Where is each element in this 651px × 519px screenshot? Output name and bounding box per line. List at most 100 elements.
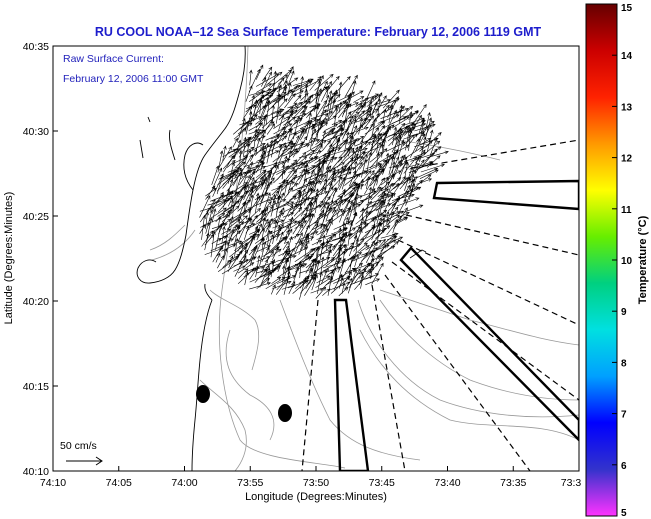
current-vector xyxy=(293,94,302,104)
current-vector xyxy=(265,99,271,126)
current-vector xyxy=(360,123,375,143)
beam-line xyxy=(371,284,406,471)
current-vector xyxy=(387,133,398,142)
beam-line xyxy=(397,239,579,326)
current-vector xyxy=(260,129,266,146)
current-vector xyxy=(260,180,273,203)
current-vector xyxy=(325,123,339,131)
current-vector xyxy=(364,100,373,124)
current-vector xyxy=(248,91,265,102)
current-vector xyxy=(359,245,370,253)
current-vector xyxy=(271,248,282,257)
current-vector xyxy=(293,102,304,109)
current-vector xyxy=(298,191,303,203)
current-vector xyxy=(364,136,383,157)
current-vector xyxy=(338,138,357,159)
current-vector xyxy=(243,136,247,158)
current-vector xyxy=(226,178,234,197)
current-vector xyxy=(347,221,353,246)
current-vector xyxy=(338,237,343,262)
current-vector xyxy=(299,160,308,170)
current-vector xyxy=(289,221,301,229)
current-vector xyxy=(234,139,242,159)
contour-line xyxy=(199,379,247,471)
current-vector xyxy=(354,254,359,267)
current-vector xyxy=(387,198,399,219)
current-vector xyxy=(342,92,352,118)
current-vector xyxy=(293,123,317,136)
current-vector xyxy=(267,234,274,250)
current-vector xyxy=(420,117,426,140)
current-vector xyxy=(330,276,351,294)
current-vector xyxy=(348,222,369,240)
x-tick-label: 73:45 xyxy=(369,477,395,489)
current-vector xyxy=(353,124,364,136)
current-vector xyxy=(369,148,388,169)
current-vector xyxy=(364,127,380,145)
current-vector xyxy=(415,133,426,152)
current-vector xyxy=(358,108,373,120)
contour-line xyxy=(225,329,275,441)
current-vector xyxy=(376,159,387,173)
y-tick-label: 40:30 xyxy=(23,126,49,138)
current-vector xyxy=(293,232,303,250)
current-vector xyxy=(299,165,316,174)
current-vector xyxy=(371,186,382,196)
current-vector xyxy=(275,207,285,228)
current-vector xyxy=(338,277,344,289)
current-vector xyxy=(299,76,304,98)
current-vector xyxy=(277,93,282,114)
current-vector xyxy=(249,148,258,162)
current-vector xyxy=(288,235,293,247)
current-vector xyxy=(221,226,226,244)
current-vector xyxy=(299,109,305,124)
current-vector xyxy=(386,239,397,246)
current-vector xyxy=(386,210,390,225)
current-vector xyxy=(338,286,349,297)
current-vector xyxy=(358,117,364,135)
current-vector xyxy=(316,88,323,109)
current-vector xyxy=(253,128,258,148)
current-vector xyxy=(304,149,315,157)
current-vector xyxy=(218,146,232,169)
current-vector xyxy=(319,80,328,96)
current-vector xyxy=(204,232,210,251)
current-vector xyxy=(326,162,346,173)
current-vector xyxy=(261,258,268,274)
current-vector xyxy=(222,148,237,158)
current-vector xyxy=(222,145,227,162)
current-vector xyxy=(303,239,310,250)
current-vector xyxy=(344,131,350,153)
current-vector xyxy=(333,273,343,291)
current-vector xyxy=(314,165,321,192)
current-vector xyxy=(226,216,234,235)
current-vector xyxy=(365,241,378,264)
colorbar-ticks: 15 14 13 12 11 10 9 8 7 6 5 xyxy=(612,3,633,519)
current-vector xyxy=(292,193,301,213)
coastline-path xyxy=(204,283,213,301)
current-vector xyxy=(392,218,398,234)
current-vector xyxy=(244,271,249,286)
current-vector xyxy=(347,102,363,120)
current-vector xyxy=(360,196,373,202)
current-vector xyxy=(250,100,259,124)
current-vector xyxy=(260,151,266,173)
current-vector xyxy=(336,199,343,217)
current-vector xyxy=(205,211,209,230)
current-vector xyxy=(271,276,282,284)
current-vector xyxy=(243,105,253,119)
current-vector xyxy=(255,117,266,129)
current-vector xyxy=(276,224,281,241)
current-vector xyxy=(300,224,310,245)
current-vector xyxy=(293,135,300,147)
current-vector xyxy=(310,259,316,279)
current-vector xyxy=(282,240,289,251)
contour-line xyxy=(359,329,579,441)
current-vector xyxy=(223,248,228,261)
current-vector xyxy=(376,199,385,225)
map-area xyxy=(136,46,579,471)
current-vector xyxy=(293,117,318,129)
current-vector xyxy=(352,262,363,272)
current-vector xyxy=(298,235,310,255)
current-vector xyxy=(300,92,309,101)
